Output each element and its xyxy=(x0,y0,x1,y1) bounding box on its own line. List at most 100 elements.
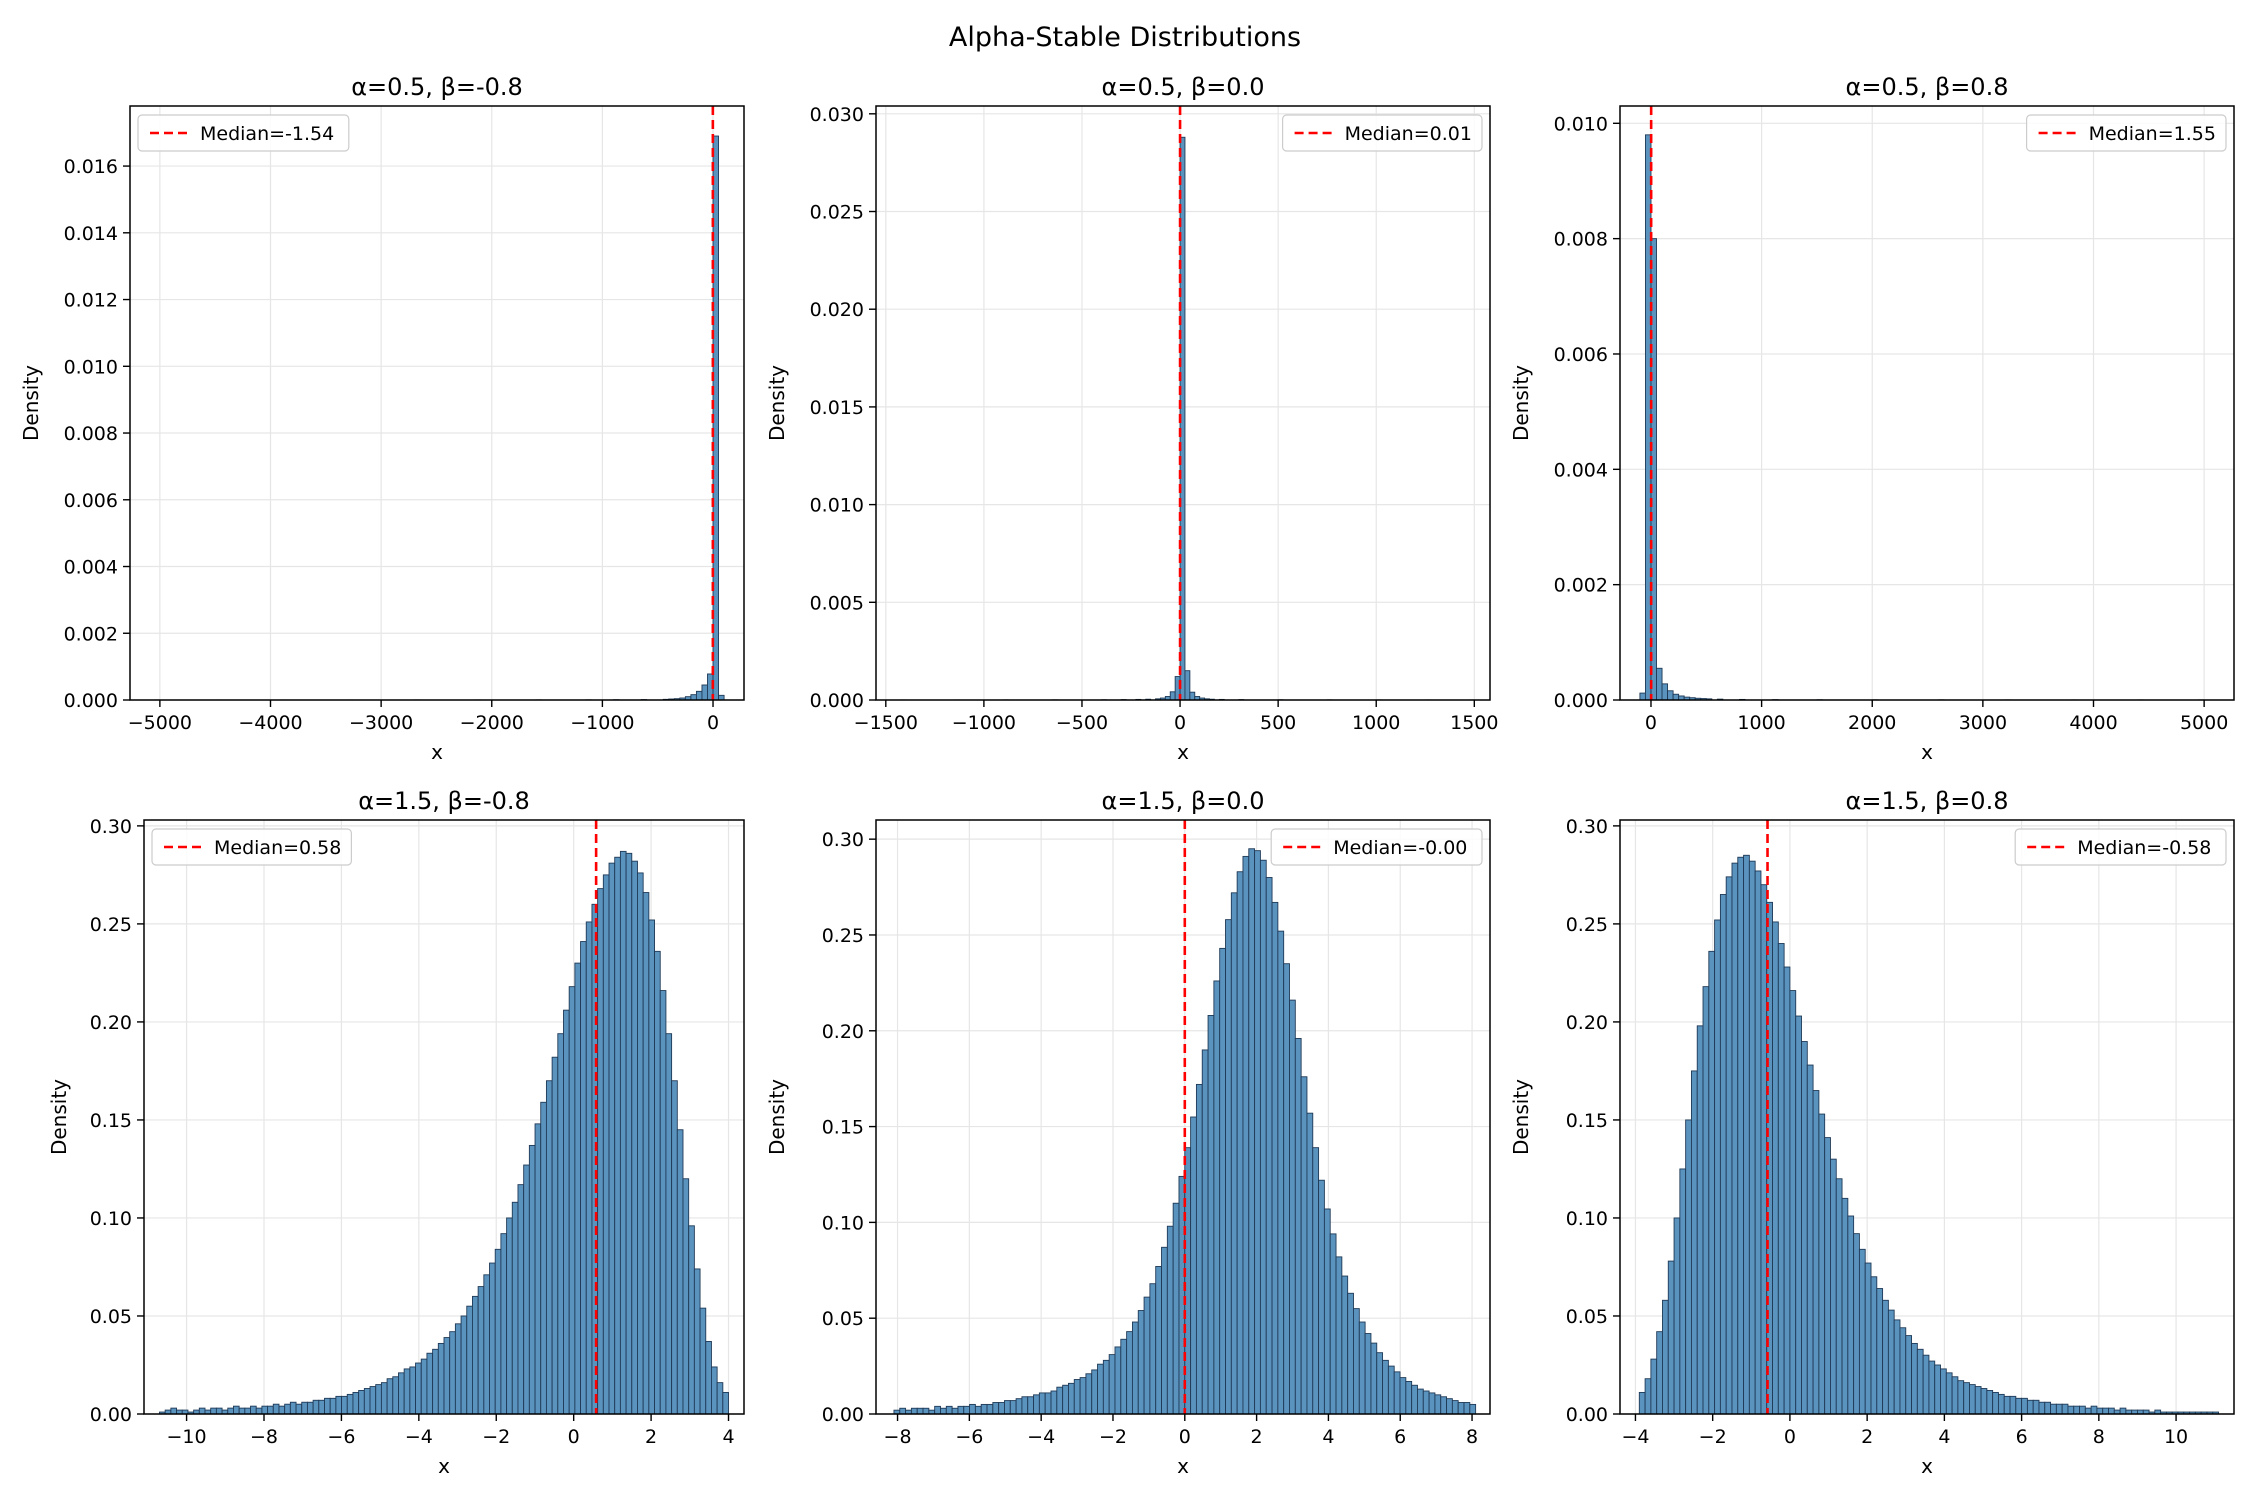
histogram-bar xyxy=(963,1405,971,1415)
histogram-bar xyxy=(1463,1402,1471,1415)
histogram-bar xyxy=(1021,1396,1029,1415)
legend-box xyxy=(1281,114,1483,152)
histogram-bar xyxy=(272,1403,280,1415)
histogram-bar xyxy=(409,1366,416,1415)
histogram-bar xyxy=(568,986,576,1415)
histogram-bar xyxy=(1038,1392,1046,1415)
x-tick-label: 4 xyxy=(1322,1426,1334,1448)
histogram-bar xyxy=(426,1352,434,1415)
histogram-bar xyxy=(1382,1359,1389,1415)
histogram-bar xyxy=(1114,1346,1122,1415)
histogram-bar xyxy=(1068,1382,1075,1415)
y-tick-label: 0.05 xyxy=(822,1308,864,1330)
histogram-bar xyxy=(306,1401,314,1415)
histogram-bar xyxy=(1230,892,1238,1415)
x-tick-label: 4 xyxy=(1938,1426,1950,1448)
histogram-bar xyxy=(454,1323,462,1415)
histogram-bar xyxy=(494,1248,502,1415)
histogram-bar xyxy=(625,852,633,1415)
histogram-bar xyxy=(489,1262,496,1415)
histogram-bar xyxy=(2055,1403,2063,1415)
x-axis-label: x xyxy=(431,740,443,764)
histogram-bar xyxy=(380,1382,388,1415)
y-tick-label: 0.25 xyxy=(1566,914,1608,936)
histogram-bar xyxy=(483,1274,490,1415)
histogram-bar xyxy=(324,1397,331,1415)
histogram-bar xyxy=(1056,1386,1064,1415)
histogram-bar xyxy=(250,1405,257,1415)
histogram-bar xyxy=(957,1405,965,1415)
histogram-bar xyxy=(682,1178,690,1415)
x-tick-label: 3000 xyxy=(1959,712,2007,734)
histogram-bar xyxy=(1329,1233,1337,1415)
x-tick-label: 0 xyxy=(1784,1426,1796,1448)
histogram-bar xyxy=(1219,947,1226,1415)
histogram-bar xyxy=(1639,692,1646,701)
y-axis-label: Density xyxy=(765,365,789,441)
y-tick-label: 0.20 xyxy=(90,1012,132,1034)
histogram-bar xyxy=(551,1056,559,1415)
histogram-bar xyxy=(1696,1025,1704,1415)
histogram-bar xyxy=(1213,980,1221,1415)
figure-title: Alpha-Stable Distributions xyxy=(948,22,1302,53)
histogram-bar xyxy=(642,892,650,1415)
histogram-bar xyxy=(1405,1380,1413,1415)
histogram-bar xyxy=(1428,1392,1436,1415)
histogram-bar xyxy=(1754,870,1762,1415)
histogram-bar xyxy=(1650,1358,1658,1415)
histogram-bar xyxy=(511,1201,519,1415)
legend: Median=-0.00 xyxy=(1270,828,1483,866)
histogram-bar xyxy=(1899,1327,1907,1415)
x-axis-label: x xyxy=(1921,1454,1933,1478)
histogram-bar xyxy=(940,1407,947,1415)
histogram-bar xyxy=(608,862,616,1415)
panel-title: α=0.5, β=0.0 xyxy=(1102,73,1265,101)
y-tick-label: 0.006 xyxy=(1554,344,1608,366)
axes-frame xyxy=(1619,105,2235,701)
legend-label: Median=1.55 xyxy=(2089,123,2216,145)
histogram-bar xyxy=(945,1405,953,1415)
histogram-bar xyxy=(369,1386,377,1415)
y-axis-label: Density xyxy=(765,1079,789,1155)
histogram-bar xyxy=(2009,1395,2017,1415)
histogram-bar xyxy=(1201,1049,1209,1415)
x-tick-label: −1500 xyxy=(854,712,918,734)
histogram-bar xyxy=(1399,1377,1407,1415)
histogram-bar xyxy=(2067,1405,2075,1415)
histogram-bar xyxy=(659,990,667,1415)
histogram-bar xyxy=(1847,1215,1855,1415)
histogram-bar xyxy=(2079,1405,2086,1415)
histogram-bar xyxy=(1934,1364,1941,1415)
histogram-bar xyxy=(255,1407,263,1415)
histogram-bar xyxy=(1411,1384,1418,1415)
histogram-bar xyxy=(1335,1256,1343,1415)
histogram-bar xyxy=(1318,1179,1325,1415)
y-tick-label: 0.002 xyxy=(1554,575,1608,597)
histogram-bar xyxy=(1940,1368,1947,1415)
histogram-bar xyxy=(358,1390,365,1415)
histogram-bar xyxy=(563,1009,570,1415)
histogram-bar xyxy=(1801,1041,1808,1415)
panel-title: α=1.5, β=0.8 xyxy=(1846,787,2009,815)
histogram-bar xyxy=(1091,1369,1098,1415)
histogram-bar xyxy=(289,1401,297,1415)
histogram-bar xyxy=(2003,1395,2011,1415)
histogram-bar xyxy=(523,1164,530,1415)
y-tick-label: 0.00 xyxy=(822,1404,864,1426)
histogram-bar xyxy=(2061,1403,2069,1415)
histogram-bar xyxy=(1155,1266,1162,1415)
histogram-bar xyxy=(1108,1354,1116,1415)
histogram-bar xyxy=(1731,862,1739,1415)
histogram-bar xyxy=(910,1407,918,1415)
y-tick-label: 0.00 xyxy=(90,1404,132,1426)
histogram-bar xyxy=(1271,901,1279,1415)
y-tick-label: 0.05 xyxy=(1566,1306,1608,1328)
histogram-bar xyxy=(1085,1373,1093,1415)
histogram-bar xyxy=(312,1399,320,1415)
histogram-bar xyxy=(545,1080,553,1415)
y-tick-label: 0.30 xyxy=(90,816,132,838)
histogram-bar xyxy=(2038,1401,2046,1415)
y-tick-label: 0.005 xyxy=(810,592,864,614)
histogram-bar xyxy=(398,1372,405,1415)
